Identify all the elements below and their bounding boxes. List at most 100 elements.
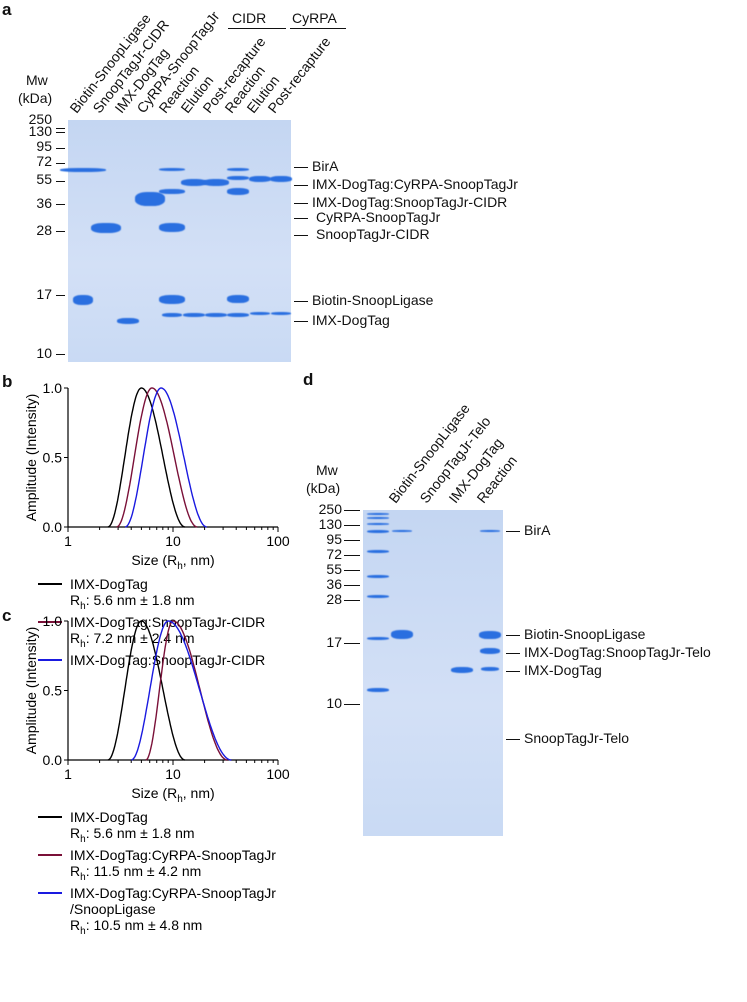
series-line [124,387,207,528]
x-tick-label: 1 [64,766,72,782]
band-label: IMX-DogTag:SnoopTagJr-CIDR [312,194,508,210]
marker-label: 17 [36,286,52,302]
y-tick-label: 0.0 [43,519,63,535]
band-label: IMX-DogTag [524,662,602,678]
band-label: Biotin-SnoopLigase [524,626,646,642]
marker-label: 10 [326,695,342,711]
gel-band [159,223,185,232]
series-line [130,620,232,761]
marker-label: 10 [36,345,52,361]
x-axis-label: Size (Rh, nm) [131,552,214,572]
gel-band [91,223,121,233]
marker-label: 28 [326,591,342,607]
marker-tick [56,132,65,133]
gel-band [159,168,185,171]
marker-label: 72 [326,546,342,562]
band-label: SnoopTagJr-CIDR [316,226,430,242]
gel-a [60,120,292,362]
y-tick-label: 0.0 [43,752,63,768]
legend-name: /SnoopLigase [70,901,156,917]
legend-name: IMX-DogTag:CyRPA-SnoopTagJr [70,885,276,901]
marker-label: 130 [28,123,52,139]
legend-name: IMX-DogTag [70,809,148,825]
legend-stat: Rh: 5.6 nm ± 1.8 nm [70,592,195,612]
band-pointer [506,531,520,532]
x-axis-label: Size (Rh, nm) [131,785,214,805]
mw-title: Mw [316,462,338,478]
marker-tick [344,525,360,526]
gel-band [117,318,139,324]
y-tick-label: 0.5 [43,683,63,699]
marker-label: 55 [36,171,52,187]
marker-label: 36 [326,576,342,592]
gel-band [250,312,270,315]
gel-band [73,295,93,305]
gel-band [227,188,249,195]
marker-tick [344,643,360,644]
gel-band [227,313,249,317]
band-pointer [506,739,520,740]
band-pointer [294,235,308,236]
marker-tick [56,163,65,164]
y-tick-label: 1.0 [43,380,63,396]
marker-tick [344,570,360,571]
band-pointer [294,218,308,219]
y-tick-label: 1.0 [43,613,63,629]
marker-tick [56,204,65,205]
gel-band [205,313,227,317]
marker-tick [56,128,65,129]
series-line [116,387,198,528]
band-label: Biotin-SnoopLigase [312,292,434,308]
dls-chart-b: 0.0 0.5 1.0 1 10 100 Size (Rh, nm) Amplitude (I… [23,380,290,670]
marker-label: 36 [36,195,52,211]
group-line [290,28,346,29]
band-pointer [294,301,308,302]
band-pointer [506,653,520,654]
gel-band [135,192,165,206]
legend-stat: Rh: 11.5 nm ± 4.2 nm [70,863,201,883]
legend-name: /SnoopLigase [70,668,156,670]
gel-band [181,179,207,186]
marker-tick [344,555,360,556]
gel-band [391,630,413,639]
ladder-band [367,637,389,640]
marker-label: 250 [28,111,52,127]
ladder-band [367,575,389,578]
series-line [107,387,186,528]
mw-unit: (kDa) [306,480,341,496]
band-label: IMX-DogTag [312,312,390,328]
gel-band [162,313,182,317]
x-tick-label: 10 [165,766,181,782]
marker-label: 72 [36,153,52,169]
group-line [228,28,286,29]
gel-band [270,176,292,182]
marker-label: 250 [318,501,342,517]
marker-tick [344,540,360,541]
ladder-band [367,523,389,525]
x-tick-label: 1 [64,533,72,549]
x-tick-label: 100 [266,766,290,782]
gel-band [249,176,271,182]
x-tick-label: 10 [165,533,181,549]
gel-band [159,295,185,304]
lane-label: Post-recapture [264,33,334,116]
band-pointer [506,635,520,636]
mw-title: Mw [26,72,48,88]
marker-label: 28 [36,222,52,238]
panel-d-label: d [303,370,314,389]
ladder-band [367,517,389,519]
y-tick-label: 0.5 [43,450,63,466]
gel-band [271,312,291,315]
ladder-band [367,595,389,598]
marker-label: 130 [318,516,342,532]
y-axis-label: Amplitude (Intensity) [23,627,39,755]
ladder-band [367,513,389,515]
marker-tick [344,704,360,705]
dls-chart-c: 0.0 0.5 1.0 1 10 100 Size (Rh, nm) Amplitude (I… [23,613,290,937]
band-label: BirA [312,158,339,174]
gel-d [363,510,503,836]
band-label: SnoopTagJr-Telo [524,730,630,746]
panel-a-label: a [2,0,12,19]
ladder-band [367,530,389,533]
marker-tick [344,585,360,586]
